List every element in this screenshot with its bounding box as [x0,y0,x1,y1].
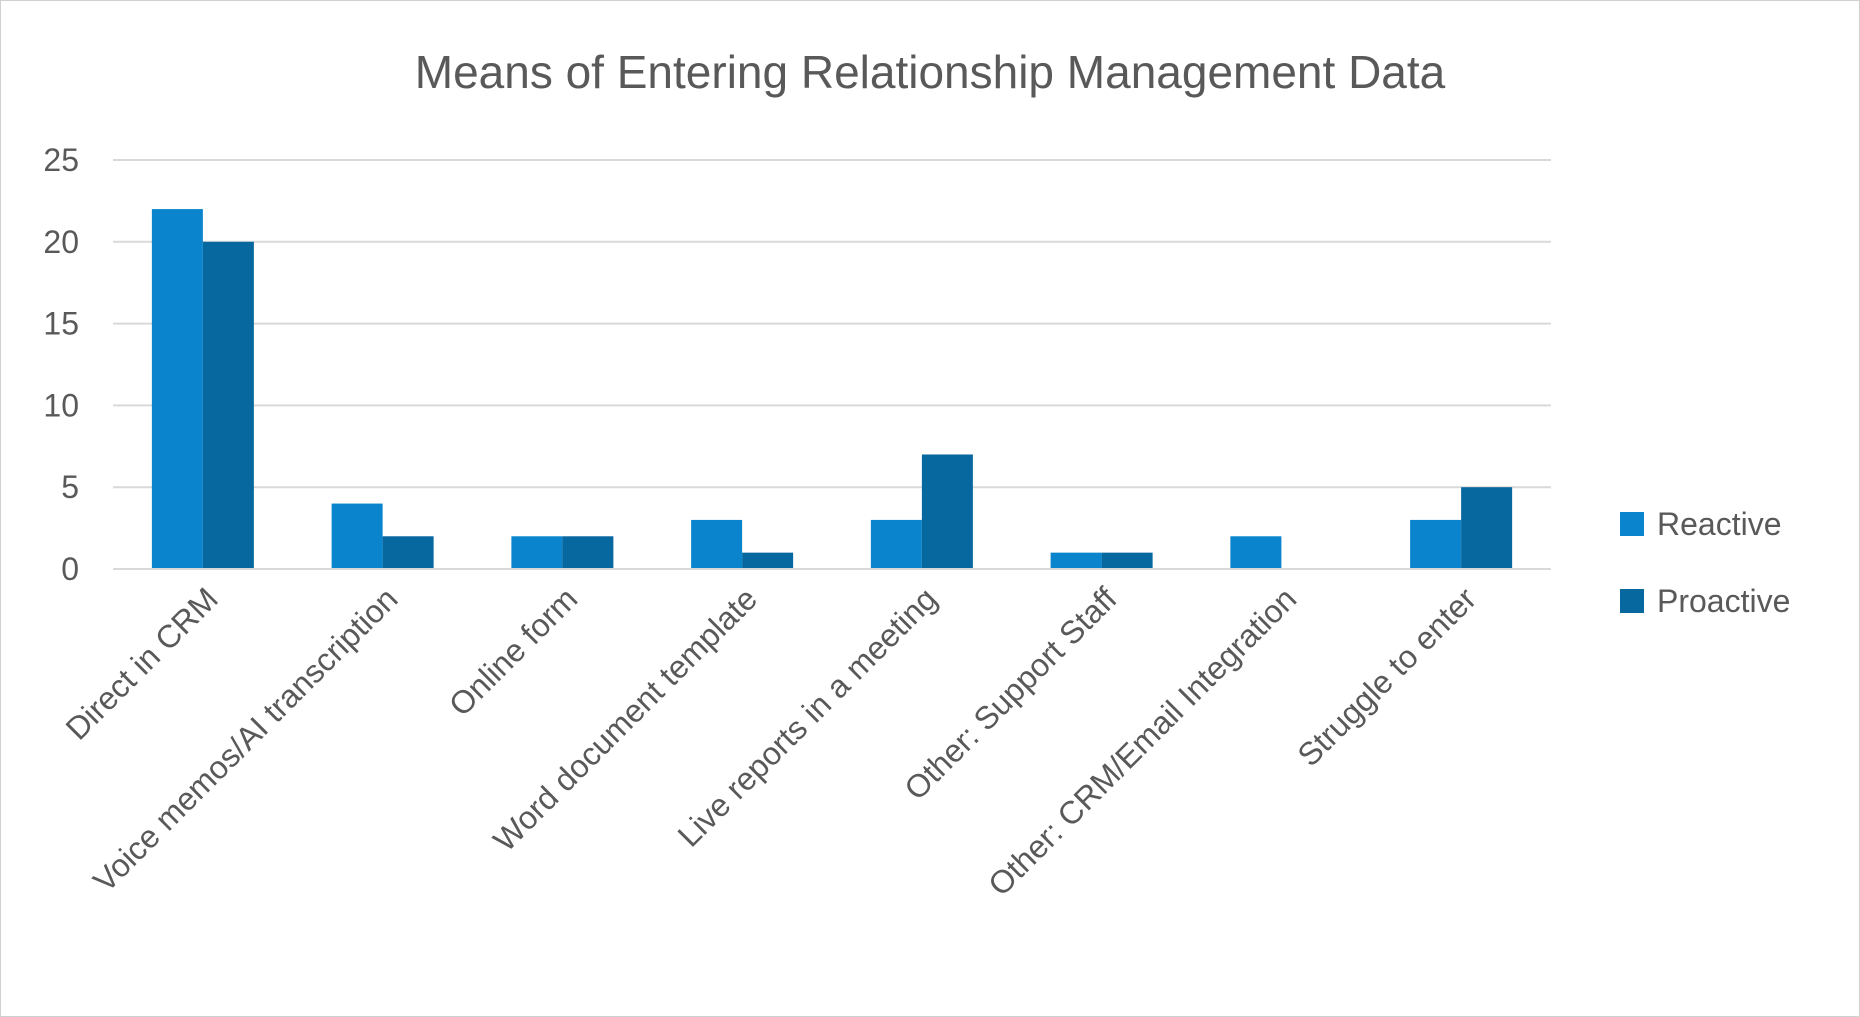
bar-proactive-7 [1461,487,1513,569]
bar-proactive-5 [1101,552,1153,569]
legend-label-proactive: Proactive [1657,583,1790,619]
y-tick-label: 15 [43,306,79,342]
y-axis-ticks: 0 5 10 15 20 25 [43,142,79,587]
legend-swatch-reactive [1620,512,1644,536]
y-tick-label: 5 [61,469,79,505]
y-tick-label: 20 [43,224,79,260]
bar-proactive-4 [921,454,973,569]
bar-reactive-0 [151,209,203,569]
legend: Reactive Proactive [1620,506,1790,619]
bar-proactive-3 [742,552,794,569]
bar-reactive-5 [1050,552,1102,569]
bars [151,209,1513,570]
gridlines [113,159,1551,489]
bar-reactive-6 [1230,536,1282,569]
x-category-label: Other: CRM/Email Integration [981,580,1303,902]
bar-proactive-2 [562,536,614,569]
y-tick-label: 10 [43,387,79,423]
y-tick-label: 0 [61,551,79,587]
bar-reactive-3 [691,519,743,569]
legend-swatch-proactive [1620,589,1644,613]
x-category-label: Direct in CRM [59,580,225,746]
bar-proactive-1 [382,536,434,569]
x-category-label: Struggle to enter [1290,580,1483,773]
bar-reactive-1 [331,503,383,569]
x-category-label: Voice memos/AI transcription [86,580,404,898]
y-tick-label: 25 [43,142,79,178]
bar-proactive-0 [202,241,254,570]
legend-label-reactive: Reactive [1657,506,1782,542]
bar-reactive-2 [511,536,563,569]
bar-reactive-7 [1410,519,1462,569]
x-category-label: Online form [442,580,584,722]
bar-reactive-4 [870,519,922,569]
chart-title: Means of Entering Relationship Managemen… [415,46,1446,98]
